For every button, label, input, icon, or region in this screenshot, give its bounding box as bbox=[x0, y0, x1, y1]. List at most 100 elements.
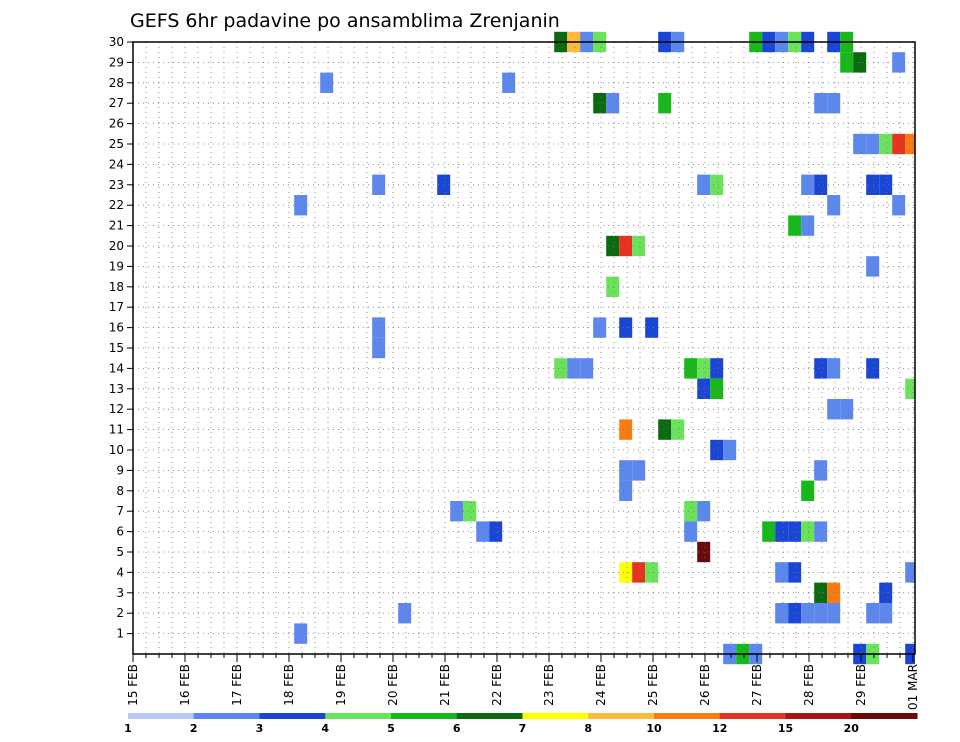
x-tick-label: 19 FEB bbox=[334, 664, 348, 706]
y-tick-label: 28 bbox=[109, 76, 124, 90]
y-tick-label: 20 bbox=[109, 239, 124, 253]
y-tick-label: 14 bbox=[109, 361, 124, 375]
precip-cell bbox=[658, 93, 672, 114]
precip-cell bbox=[801, 215, 815, 236]
y-tick-label: 7 bbox=[116, 504, 124, 518]
precip-cell bbox=[398, 603, 412, 624]
precip-cell bbox=[658, 419, 672, 440]
y-tick-label: 4 bbox=[116, 565, 124, 579]
precip-cell bbox=[320, 72, 334, 93]
y-tick-label: 11 bbox=[109, 423, 124, 437]
precip-cell bbox=[619, 562, 633, 583]
precip-cell bbox=[294, 195, 308, 216]
x-tick-label: 18 FEB bbox=[282, 664, 296, 706]
precip-cell bbox=[801, 521, 815, 542]
colorbar-label: 12 bbox=[712, 722, 727, 735]
grid-lines bbox=[133, 41, 915, 654]
precip-cell bbox=[619, 419, 633, 440]
colorbar-swatch bbox=[522, 713, 589, 719]
colorbar: 1 2 3 4 5 6 7 8 10 12 15 20 bbox=[124, 713, 918, 735]
precip-cell bbox=[840, 399, 854, 420]
y-tick-label: 25 bbox=[109, 137, 124, 151]
colorbar-swatch bbox=[193, 713, 260, 719]
precip-cell bbox=[879, 133, 893, 155]
precip-cell bbox=[489, 521, 503, 542]
precip-cell bbox=[671, 419, 685, 440]
precip-cell bbox=[710, 378, 724, 399]
y-tick-label: 27 bbox=[109, 96, 124, 110]
precip-cell bbox=[619, 317, 633, 338]
x-tick-label: 01 MAR bbox=[906, 664, 920, 710]
x-tick-label: 24 FEB bbox=[594, 664, 608, 706]
y-tick-label: 24 bbox=[109, 157, 124, 171]
precip-cell bbox=[554, 358, 568, 379]
x-axis: 15 FEB 16 FEB 17 FEB 18 FEB 19 FEB 20 FEB 21 F… bbox=[126, 654, 920, 710]
colorbar-label: 4 bbox=[321, 722, 329, 735]
precip-cell bbox=[853, 52, 867, 73]
x-tick-label: 21 FEB bbox=[438, 664, 452, 706]
colorbar-swatch bbox=[456, 713, 523, 719]
y-axis: 1234567891011121314151617181920212223242… bbox=[109, 35, 133, 641]
precip-cell bbox=[476, 521, 490, 542]
y-tick-label: 12 bbox=[109, 402, 124, 416]
precip-cell bbox=[814, 582, 828, 603]
precip-cell bbox=[606, 276, 620, 297]
y-tick-label: 19 bbox=[109, 259, 124, 273]
precip-cell bbox=[294, 623, 308, 644]
precip-cell bbox=[801, 174, 815, 195]
colorbar-label: 1 bbox=[124, 722, 132, 735]
precip-cell bbox=[723, 439, 737, 461]
x-tick-label: 20 FEB bbox=[386, 664, 400, 706]
precip-cell bbox=[879, 603, 893, 624]
y-tick-label: 15 bbox=[109, 341, 124, 355]
precip-cell bbox=[710, 439, 724, 461]
precip-cell bbox=[866, 133, 880, 155]
precip-cell bbox=[814, 460, 828, 481]
x-tick-label: 17 FEB bbox=[230, 664, 244, 706]
colorbar-label: 3 bbox=[256, 722, 264, 735]
precip-cell bbox=[619, 460, 633, 481]
y-tick-label: 13 bbox=[109, 382, 124, 396]
precip-cell bbox=[866, 256, 880, 277]
y-tick-label: 1 bbox=[116, 627, 124, 641]
colorbar-swatch bbox=[391, 713, 458, 719]
precip-cell bbox=[606, 235, 620, 257]
precip-cell bbox=[814, 174, 828, 195]
y-tick-label: 23 bbox=[109, 178, 124, 192]
x-tick-label: 22 FEB bbox=[490, 664, 504, 706]
precip-cell bbox=[710, 174, 724, 195]
colorbar-label: 7 bbox=[519, 722, 527, 735]
colorbar-label: 5 bbox=[387, 722, 395, 735]
precip-cell bbox=[788, 215, 802, 236]
precip-cell bbox=[814, 358, 828, 379]
y-tick-label: 18 bbox=[109, 280, 124, 294]
x-tick-label: 25 FEB bbox=[646, 664, 660, 706]
colorbar-label: 6 bbox=[453, 722, 461, 735]
precip-cell bbox=[645, 317, 659, 338]
precip-cell bbox=[593, 317, 607, 338]
precip-cell bbox=[788, 562, 802, 583]
precip-cell bbox=[866, 358, 880, 379]
precip-cell bbox=[840, 52, 854, 73]
precip-cell bbox=[619, 235, 633, 257]
precip-cell bbox=[814, 521, 828, 542]
colorbar-label: 2 bbox=[190, 722, 198, 735]
y-tick-label: 22 bbox=[109, 198, 124, 212]
colorbar-swatch bbox=[588, 713, 655, 719]
colorbar-swatch bbox=[128, 713, 195, 719]
precip-cell bbox=[710, 358, 724, 379]
precip-cell bbox=[814, 603, 828, 624]
precip-cell bbox=[593, 93, 607, 114]
colorbar-swatch bbox=[785, 713, 852, 719]
colorbar-label: 8 bbox=[584, 722, 592, 735]
precip-cell bbox=[905, 133, 915, 155]
y-tick-label: 8 bbox=[116, 484, 124, 498]
y-tick-label: 21 bbox=[109, 219, 124, 233]
y-tick-label: 10 bbox=[109, 443, 124, 457]
precip-cell bbox=[879, 582, 893, 603]
precip-cell bbox=[853, 133, 867, 155]
y-tick-label: 26 bbox=[109, 117, 124, 131]
precip-cell bbox=[879, 174, 893, 195]
precip-cell bbox=[905, 562, 915, 583]
precip-cell bbox=[684, 358, 698, 379]
